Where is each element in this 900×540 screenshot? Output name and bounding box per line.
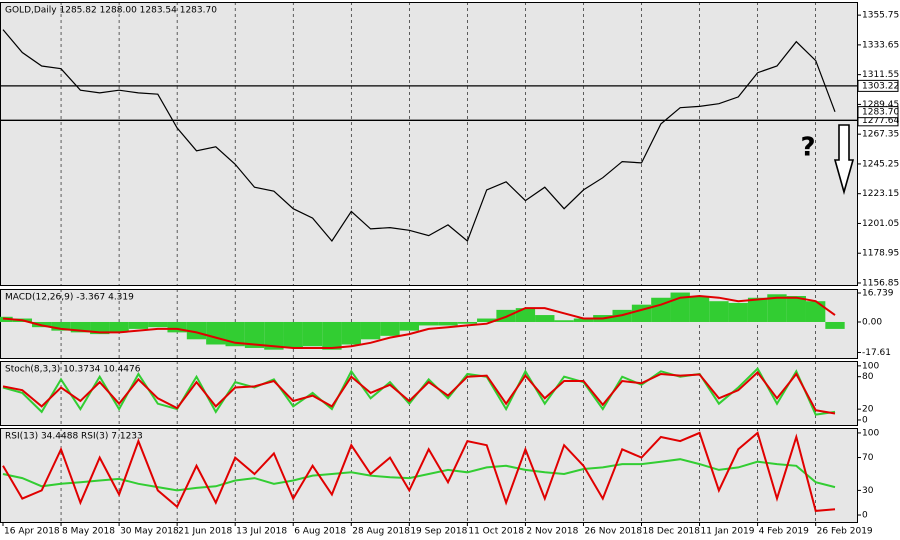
x-tick-label: 4 Feb 2019 xyxy=(759,527,810,537)
panel-title: MACD(12,26,9) -3.367 4.319 xyxy=(5,293,134,303)
price-label-box xyxy=(857,106,899,119)
histogram-bar xyxy=(573,318,594,322)
histogram-bar xyxy=(244,321,265,348)
x-tick-label: 26 Feb 2019 xyxy=(817,527,873,537)
annotation: ? xyxy=(800,133,815,163)
histogram-bar xyxy=(148,321,168,328)
histogram-bar xyxy=(302,321,323,347)
y-tick-label: 1289.45 xyxy=(862,100,899,110)
histogram-bar xyxy=(264,321,284,350)
histogram-bar xyxy=(380,321,400,336)
histogram-bar xyxy=(341,321,361,345)
panel-title: Stoch(8,3,3) 10.3734 10.4476 xyxy=(5,365,141,375)
histogram-bar xyxy=(109,321,129,333)
x-tick-label: 18 Dec 2018 xyxy=(643,527,701,537)
series-line xyxy=(2,370,836,415)
panel-frame xyxy=(0,428,858,523)
x-tick-label: 2 Nov 2018 xyxy=(526,527,578,537)
histogram-bar xyxy=(128,321,149,329)
x-tick-label: 21 Jun 2018 xyxy=(178,527,232,537)
y-tick-label: 1267.35 xyxy=(862,130,899,140)
histogram-bar xyxy=(786,296,806,322)
y-tick-label: 20 xyxy=(862,405,874,415)
histogram-bar xyxy=(477,318,497,322)
histogram-bar xyxy=(322,321,342,350)
y-tick-label: 1156.85 xyxy=(862,278,899,288)
panel-frame xyxy=(0,2,858,286)
histogram-bar xyxy=(728,302,748,322)
histogram-bar xyxy=(186,321,207,340)
series-line xyxy=(2,431,836,512)
y-tick-label: 1311.55 xyxy=(862,70,899,80)
y-tick-label: 100 xyxy=(862,428,879,438)
series-line xyxy=(2,294,836,349)
y-tick-label: 80 xyxy=(862,372,874,382)
down-arrow xyxy=(833,124,855,195)
x-tick-label: 19 Sep 2018 xyxy=(410,527,467,537)
x-tick-label: 30 May 2018 xyxy=(120,527,179,537)
x-tick-label: 6 Aug 2018 xyxy=(294,527,346,537)
histogram-bar xyxy=(399,321,419,331)
histogram-bar xyxy=(515,308,536,322)
panel-title: RSI(13) 34.4488 RSI(3) 7.1233 xyxy=(5,432,143,442)
x-tick-label: 28 Aug 2018 xyxy=(352,527,410,537)
histogram-bar xyxy=(825,321,845,329)
y-tick-label: 0.00 xyxy=(862,317,882,327)
x-tick-label: 11 Oct 2018 xyxy=(468,527,524,537)
x-tick-label: 16 Apr 2018 xyxy=(4,527,60,537)
x-tick-label: 11 Jan 2019 xyxy=(701,527,755,537)
y-tick-label: 1355.75 xyxy=(862,11,899,21)
y-tick-label: 16.739 xyxy=(862,289,894,299)
y-tick-label: 1201.05 xyxy=(862,219,899,229)
histogram-bar xyxy=(709,301,729,322)
histogram-bar xyxy=(805,301,826,322)
histogram-bar xyxy=(360,321,381,340)
histogram-bar xyxy=(206,321,226,345)
histogram-bar xyxy=(535,315,555,322)
x-tick-label: 8 May 2018 xyxy=(62,527,115,537)
histogram-bar xyxy=(70,321,91,333)
y-tick-label: 0 xyxy=(862,511,868,521)
histogram-bar xyxy=(51,321,71,331)
histogram-bar xyxy=(419,321,439,326)
histogram-bar xyxy=(225,321,245,347)
histogram-bar xyxy=(167,321,187,333)
x-tick-label: 26 Nov 2018 xyxy=(584,527,642,537)
histogram-bar xyxy=(554,320,574,322)
series-line xyxy=(2,29,836,243)
histogram-bar xyxy=(767,294,787,322)
histogram-bar xyxy=(283,321,303,348)
y-tick-label: 1178.95 xyxy=(862,249,899,259)
y-tick-label: 1223.15 xyxy=(862,189,899,199)
price-label: 1283.70 xyxy=(862,108,899,118)
histogram-bar xyxy=(689,296,710,322)
y-tick-label: 100 xyxy=(862,361,879,371)
panel-title: GOLD,Daily 1285.82 1288.00 1283.54 1283.… xyxy=(5,6,217,16)
level-label: 1303.22 xyxy=(862,81,899,91)
y-tick-label: 1245.25 xyxy=(862,159,899,169)
histogram-bar xyxy=(457,321,478,324)
y-tick-label: 0 xyxy=(862,415,868,425)
x-tick-label: 13 Jul 2018 xyxy=(236,527,287,537)
histogram-bar xyxy=(747,297,768,322)
y-tick-label: 70 xyxy=(862,453,874,463)
series-line xyxy=(2,458,836,492)
histogram-bar xyxy=(438,321,458,326)
level-label-box xyxy=(857,79,899,92)
y-tick-label: -17.61 xyxy=(862,348,891,358)
level-label: 1277.64 xyxy=(862,116,899,126)
y-tick-label: 30 xyxy=(862,486,874,496)
y-tick-label: 1333.65 xyxy=(862,40,899,50)
